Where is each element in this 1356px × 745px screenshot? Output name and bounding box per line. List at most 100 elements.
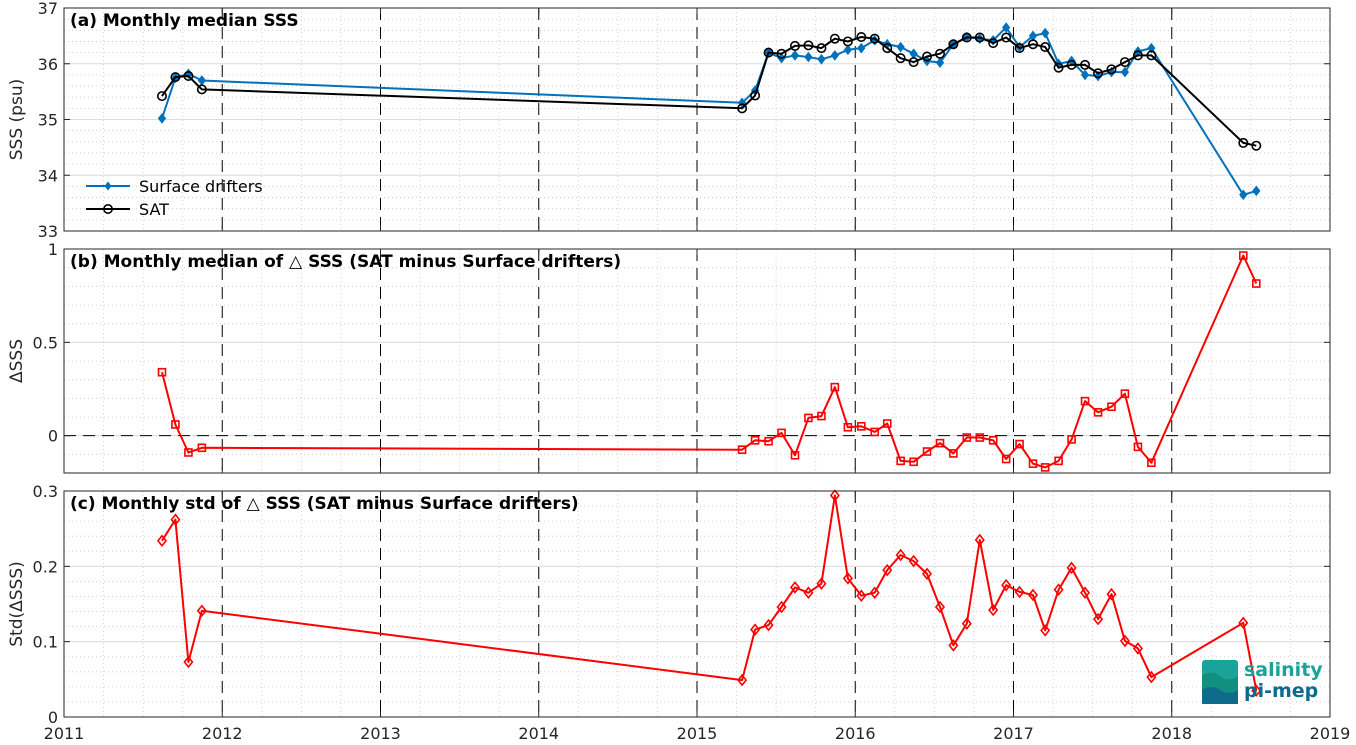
- data-point: [1120, 66, 1130, 78]
- panel-title: (a) Monthly median SSS: [70, 11, 299, 31]
- y-tick-label: 0: [48, 708, 58, 727]
- data-point: [856, 31, 867, 42]
- data-point: [737, 445, 747, 454]
- data-point: [1238, 616, 1249, 630]
- y-tick-label: 0.3: [33, 482, 58, 501]
- legend-marker: [103, 204, 114, 215]
- panel-title: (c) Monthly std of △ SSS (SAT minus Surf…: [70, 494, 579, 514]
- data-point: [196, 84, 207, 95]
- data-point: [737, 673, 748, 687]
- data-point: [1146, 50, 1157, 61]
- x-tick-label: 2016: [835, 724, 876, 743]
- data-point: [1146, 670, 1157, 684]
- data-point: [1119, 57, 1130, 68]
- data-point: [830, 50, 840, 61]
- data-point: [1093, 70, 1103, 82]
- data-point: [197, 443, 207, 453]
- data-point: [896, 41, 905, 53]
- data-point: [790, 450, 800, 460]
- x-tick-label: 2019: [1310, 724, 1351, 743]
- y-tick-label: 37: [38, 0, 58, 18]
- data-point: [1028, 459, 1038, 468]
- x-tick-label: 2014: [518, 724, 559, 743]
- y-tick-label: 0.2: [33, 557, 58, 576]
- data-point: [763, 618, 774, 632]
- y-tick-label: 33: [38, 222, 58, 241]
- panel-a: 33 34 35 36 37 SSS (psu) (a) Monthly median SS…: [7, 0, 1331, 241]
- plot-area: [64, 491, 1330, 717]
- data-point: [1040, 624, 1051, 637]
- x-tick-label: 2013: [360, 724, 401, 743]
- data-point: [817, 53, 826, 65]
- data-point: [1080, 396, 1090, 406]
- data-point: [157, 367, 167, 377]
- data-point: [1238, 251, 1248, 260]
- data-point: [934, 600, 946, 614]
- data-point: [1119, 634, 1130, 648]
- data-point: [804, 413, 813, 423]
- data-point: [895, 548, 906, 562]
- x-tick-label: 2018: [1151, 724, 1192, 743]
- data-point: [948, 639, 959, 652]
- data-point: [1133, 442, 1143, 452]
- logo-text-pimep: pi-mep: [1244, 680, 1318, 702]
- data-point: [1238, 137, 1249, 148]
- data-point: [804, 51, 813, 63]
- data-point: [1106, 587, 1117, 601]
- data-point: [1027, 588, 1039, 602]
- data-point: [922, 51, 933, 62]
- data-point: [842, 572, 853, 585]
- data-point: [183, 71, 194, 82]
- data-point: [816, 43, 827, 54]
- series-line-sat: [161, 36, 1257, 147]
- data-point: [789, 581, 801, 594]
- data-point: [1015, 439, 1024, 449]
- data-point: [843, 44, 853, 56]
- data-point: [1028, 39, 1039, 50]
- data-point: [829, 489, 840, 502]
- data-point: [961, 617, 972, 630]
- data-point: [170, 72, 181, 83]
- data-point: [949, 449, 958, 458]
- data-point: [856, 589, 867, 602]
- data-point: [1040, 42, 1051, 53]
- data-point: [196, 604, 207, 618]
- data-point: [1053, 62, 1064, 73]
- data-point: [1252, 185, 1261, 197]
- data-point: [1106, 64, 1117, 75]
- data-point: [1132, 50, 1143, 61]
- data-point: [988, 603, 999, 617]
- data-point: [908, 554, 919, 568]
- y-tick-label: 0.5: [33, 333, 58, 352]
- data-point: [1107, 402, 1116, 412]
- data-point: [1014, 43, 1025, 54]
- data-point: [1002, 22, 1011, 33]
- data-point: [988, 38, 999, 49]
- data-point: [1251, 684, 1262, 697]
- data-point: [975, 433, 985, 442]
- data-point: [830, 382, 840, 392]
- data-point: [776, 48, 787, 59]
- data-point: [750, 623, 761, 636]
- data-point: [882, 43, 893, 54]
- data-point: [157, 113, 167, 124]
- data-point: [869, 33, 880, 44]
- data-point: [974, 533, 985, 547]
- data-point: [1147, 42, 1156, 54]
- data-point: [842, 36, 853, 47]
- data-point: [934, 48, 945, 59]
- x-tick-label: 2012: [202, 724, 243, 743]
- data-point: [183, 655, 194, 669]
- logo-text-salinity: salinity: [1244, 659, 1323, 681]
- data-point: [1120, 389, 1130, 398]
- data-point: [1041, 27, 1050, 39]
- data-point: [1093, 408, 1103, 417]
- panel-c: 0 0.1 0.2 0.3 Std(ΔSSS) (c) Monthly std of △ …: [7, 482, 1331, 727]
- panel-title: (b) Monthly median of △ SSS (SAT minus S…: [70, 252, 621, 272]
- panel-b: 0 0.5 1 ΔSSS (b) Monthly median of △ SSS (SA…: [7, 240, 1331, 474]
- data-point: [1001, 454, 1011, 464]
- y-axis-label: ΔSSS: [7, 339, 27, 383]
- data-point: [1093, 612, 1104, 626]
- data-point: [974, 32, 985, 43]
